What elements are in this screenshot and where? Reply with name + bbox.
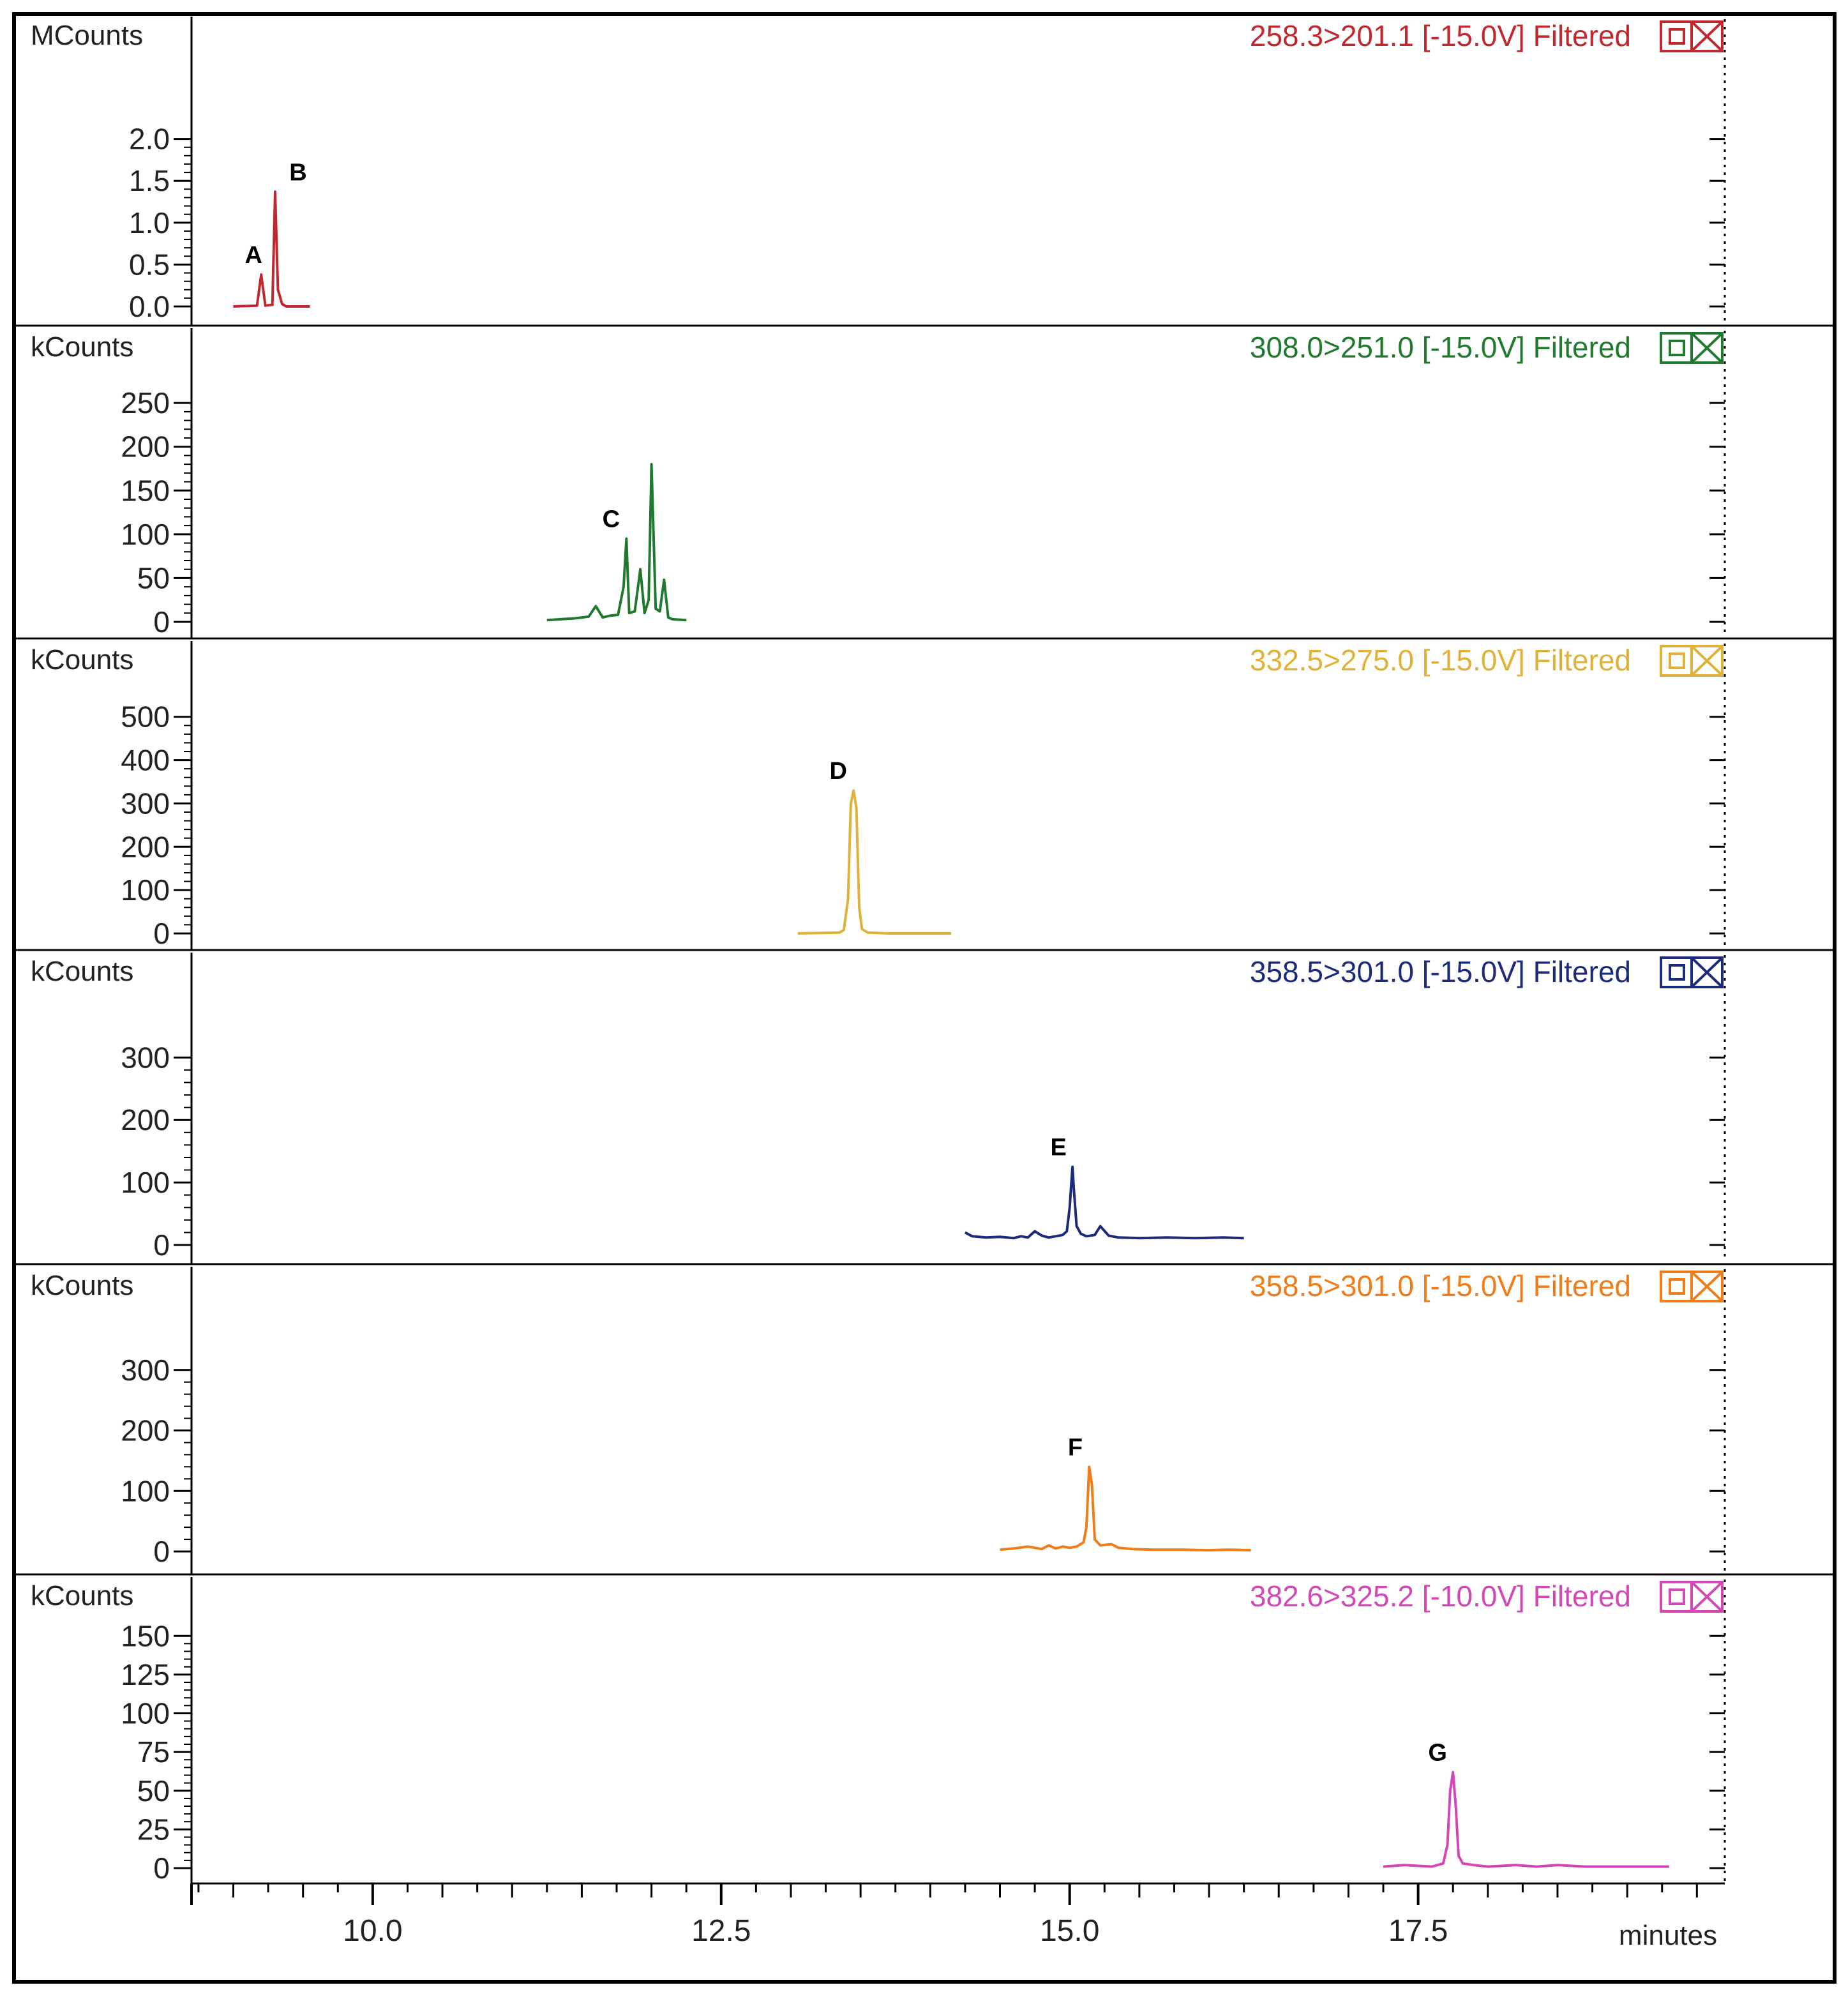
- y-tick-label: 100: [121, 1474, 170, 1507]
- trace-title: 358.5>301.0 [-15.0V] Filtered: [1250, 1269, 1631, 1302]
- outer-frame: [12, 12, 1837, 1984]
- window-controls-icon[interactable]: [1660, 956, 1724, 988]
- peak-label-A: A: [244, 242, 262, 269]
- y-tick-label: 100: [121, 873, 170, 907]
- panel-4: kCounts 0 100 200 300 358.5>301.0 [-15.0V] Fi…: [14, 953, 1835, 1265]
- trace-title: 332.5>275.0 [-15.0V] Filtered: [1250, 644, 1631, 677]
- trace-line: [546, 463, 687, 622]
- peak-label-D: D: [830, 758, 847, 785]
- y-tick-label: 0: [153, 1535, 170, 1568]
- x-axis: 10.0 12.5 15.0 17.5 minutes: [190, 1882, 1725, 1951]
- trace-line: [233, 190, 310, 308]
- window-controls-icon[interactable]: [1660, 1581, 1724, 1613]
- restore-icon[interactable]: [1669, 28, 1685, 45]
- y-tick-label: 250: [121, 386, 170, 419]
- y-tick-label: 1.0: [129, 206, 170, 239]
- x-tick-label: 12.5: [691, 1914, 751, 1948]
- y-tick-label: 0.0: [129, 290, 170, 323]
- y-tick-label: 200: [121, 1414, 170, 1447]
- y-axis-label: MCounts: [31, 20, 143, 51]
- x-tick-label: 15.0: [1040, 1914, 1099, 1948]
- close-icon-stroke: [1690, 956, 1724, 988]
- peak-label-F: F: [1068, 1434, 1083, 1461]
- y-axis-label: kCounts: [31, 644, 133, 675]
- y-tick-label: 200: [121, 430, 170, 464]
- y-tick-label: 400: [121, 744, 170, 777]
- close-icon-stroke: [1690, 645, 1724, 677]
- close-icon-stroke: [1690, 332, 1724, 364]
- y-axis-label: kCounts: [31, 1270, 133, 1301]
- y-tick-label: 50: [137, 1774, 170, 1807]
- y-tick-label: 100: [121, 1697, 170, 1730]
- panels-group: MCounts 0.0 0.5 1.0 1.5 2.0 258.3>201.1 [-15.0…: [14, 17, 1835, 1885]
- y-tick-label: 125: [121, 1658, 170, 1691]
- trace-line: [1383, 1770, 1669, 1868]
- y-tick-label: 0: [153, 1228, 170, 1262]
- y-tick-label: 100: [121, 1166, 170, 1199]
- peak-label-E: E: [1051, 1135, 1067, 1161]
- panel-3: kCounts 0 100 200 300 400 500 332.5>275.0 [-15.…: [14, 641, 1835, 951]
- y-tick-label: 300: [121, 787, 170, 820]
- restore-icon[interactable]: [1669, 1278, 1685, 1295]
- restore-icon[interactable]: [1669, 653, 1685, 669]
- x-tick-label: 17.5: [1388, 1914, 1448, 1948]
- close-icon-stroke: [1690, 1581, 1724, 1613]
- y-tick-label: 75: [137, 1735, 170, 1769]
- y-tick-label: 1.5: [129, 164, 170, 197]
- y-tick-label: 2.0: [129, 123, 170, 156]
- peak-label-B: B: [289, 159, 306, 186]
- y-tick-label: 150: [121, 474, 170, 507]
- trace-line: [1000, 1465, 1251, 1552]
- trace-line: [964, 1165, 1244, 1240]
- y-axis-label: kCounts: [31, 956, 133, 987]
- window-controls-icon[interactable]: [1660, 20, 1724, 52]
- trace-title: 258.3>201.1 [-15.0V] Filtered: [1250, 19, 1631, 52]
- trace-title: 358.5>301.0 [-15.0V] Filtered: [1250, 955, 1631, 988]
- y-tick-label: 500: [121, 700, 170, 734]
- y-tick-label: 0: [153, 1852, 170, 1885]
- restore-icon[interactable]: [1669, 964, 1685, 981]
- peak-label-C: C: [603, 506, 620, 533]
- y-tick-label: 25: [137, 1813, 170, 1846]
- window-controls-icon[interactable]: [1660, 1271, 1724, 1302]
- y-tick-label: 200: [121, 830, 170, 863]
- window-controls-icon[interactable]: [1660, 645, 1724, 677]
- y-tick-label: 0: [153, 917, 170, 950]
- x-axis-label: minutes: [1619, 1920, 1717, 1951]
- trace-line: [797, 789, 952, 935]
- panel-2: kCounts 0 50 100 150 200 250 308.0>251.0 [-15.0…: [14, 328, 1835, 640]
- window-controls-icon[interactable]: [1660, 332, 1724, 364]
- trace-title: 382.6>325.2 [-10.0V] Filtered: [1250, 1580, 1631, 1613]
- panel-1: MCounts 0.0 0.5 1.0 1.5 2.0 258.3>201.1 [-15.0…: [14, 17, 1835, 327]
- panel-5: kCounts 0 100 200 300 358.5>301.0 [-15.0V] Fi…: [14, 1267, 1835, 1576]
- y-tick-label: 50: [137, 561, 170, 594]
- y-tick-label: 150: [121, 1619, 170, 1652]
- x-tick-label: 10.0: [343, 1914, 402, 1948]
- panel-6: kCounts 0 25 50 75 100 125 150 382.6>325.2 [-10.…: [31, 1577, 1726, 1885]
- y-tick-label: 0.5: [129, 248, 170, 281]
- y-tick-label: 300: [121, 1354, 170, 1387]
- restore-icon[interactable]: [1669, 1588, 1685, 1605]
- y-tick-label: 100: [121, 518, 170, 551]
- y-axis-label: kCounts: [31, 331, 133, 363]
- close-icon-stroke: [1690, 20, 1724, 52]
- peak-label-G: G: [1428, 1740, 1447, 1767]
- y-tick-label: 200: [121, 1103, 170, 1136]
- trace-title: 308.0>251.0 [-15.0V] Filtered: [1250, 331, 1631, 364]
- restore-icon[interactable]: [1669, 340, 1685, 356]
- y-axis-label: kCounts: [31, 1580, 133, 1611]
- y-tick-label: 300: [121, 1041, 170, 1074]
- y-tick-label: 0: [153, 605, 170, 638]
- close-icon-stroke: [1690, 1271, 1724, 1302]
